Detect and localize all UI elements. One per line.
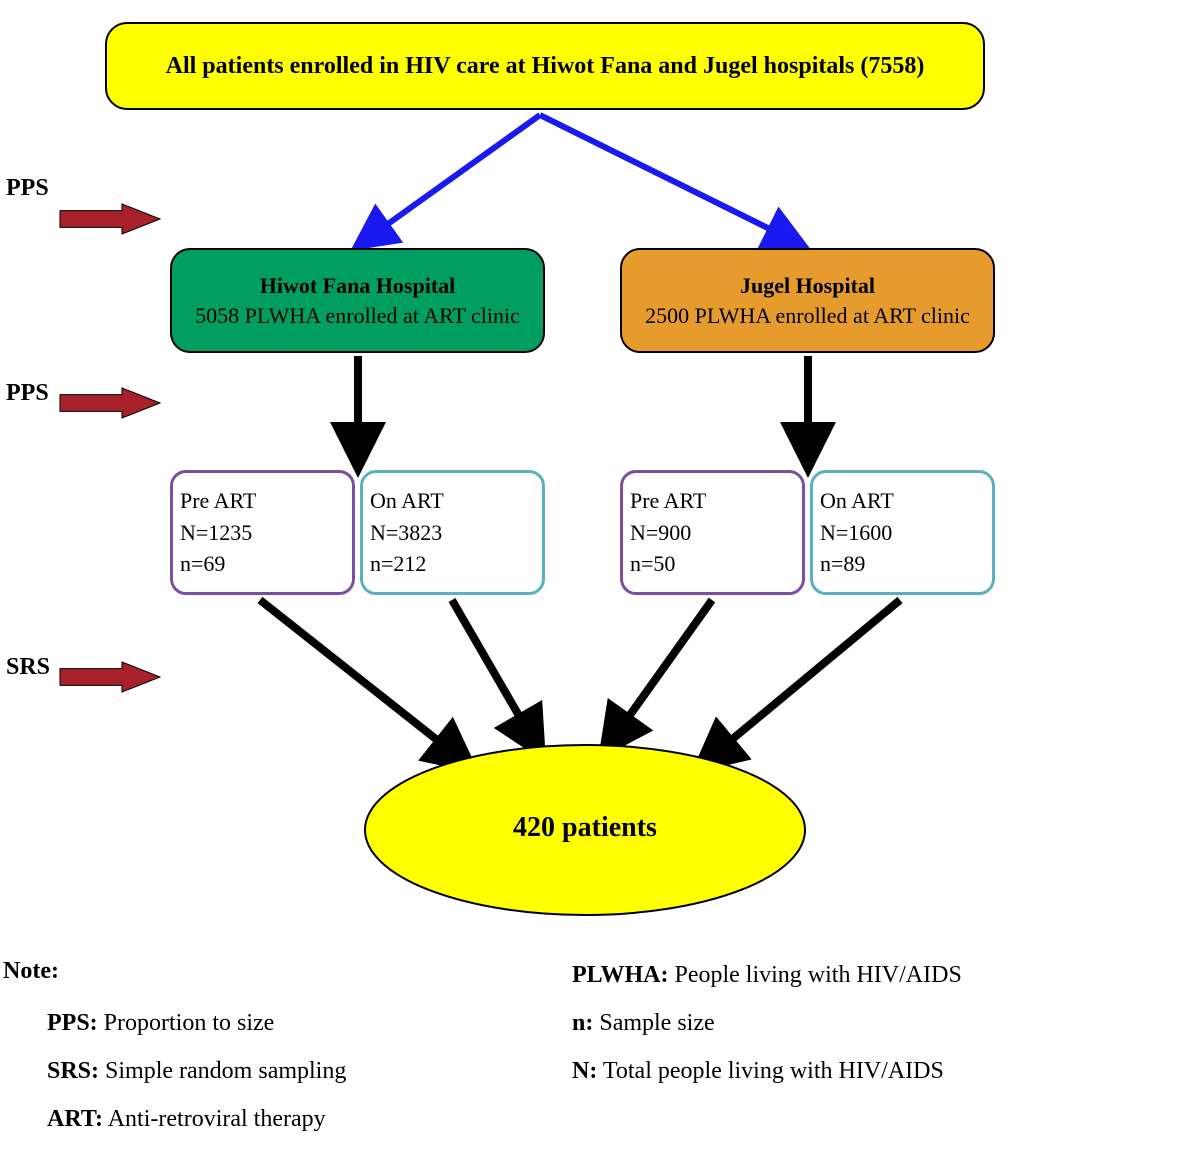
jugel-on-art-box: On ART N=1600 n=89 bbox=[810, 470, 995, 595]
hiwot-pre-l2: N=1235 bbox=[180, 517, 359, 549]
jugel-pre-l2: N=900 bbox=[630, 517, 809, 549]
note-line: ART: Anti-retroviral therapy bbox=[47, 1106, 326, 1133]
jugel-pre-art-box: Pre ART N=900 n=50 bbox=[620, 470, 805, 595]
note-line: PLWHA: People living with HIV/AIDS bbox=[572, 962, 962, 989]
srs-label: SRS bbox=[6, 654, 50, 681]
top-title: All patients enrolled in HIV care at Hiw… bbox=[166, 53, 925, 80]
jugel-pre-l1: Pre ART bbox=[630, 485, 809, 517]
pps-label-1: PPS bbox=[6, 175, 49, 202]
hiwot-pre-art-box: Pre ART N=1235 n=69 bbox=[170, 470, 355, 595]
hiwot-pre-l1: Pre ART bbox=[180, 485, 359, 517]
hiwot-pre-l3: n=69 bbox=[180, 548, 359, 580]
pps-label-2: PPS bbox=[6, 380, 49, 407]
note-line: PPS: Proportion to size bbox=[47, 1010, 274, 1037]
hiwot-on-l2: N=3823 bbox=[370, 517, 549, 549]
note-line: SRS: Simple random sampling bbox=[47, 1058, 346, 1085]
hiwot-fana-box: Hiwot Fana Hospital 5058 PLWHA enrolled … bbox=[170, 248, 545, 353]
hiwot-on-l1: On ART bbox=[370, 485, 549, 517]
jugel-on-l2: N=1600 bbox=[820, 517, 999, 549]
jugel-title: Jugel Hospital bbox=[740, 271, 875, 301]
jugel-on-l3: n=89 bbox=[820, 548, 999, 580]
hiwot-on-art-box: On ART N=3823 n=212 bbox=[360, 470, 545, 595]
note-line: N: Total people living with HIV/AIDS bbox=[572, 1058, 944, 1085]
final-sample-label: 420 patients bbox=[465, 812, 705, 844]
hiwot-on-l3: n=212 bbox=[370, 548, 549, 580]
jugel-on-l1: On ART bbox=[820, 485, 999, 517]
jugel-sub: 2500 PLWHA enrolled at ART clinic bbox=[645, 301, 970, 331]
top-population-box: All patients enrolled in HIV care at Hiw… bbox=[105, 22, 985, 110]
hiwot-title: Hiwot Fana Hospital bbox=[260, 271, 456, 301]
hiwot-sub: 5058 PLWHA enrolled at ART clinic bbox=[195, 301, 520, 331]
jugel-box: Jugel Hospital 2500 PLWHA enrolled at AR… bbox=[620, 248, 995, 353]
jugel-pre-l3: n=50 bbox=[630, 548, 809, 580]
note-heading: Note: bbox=[3, 958, 59, 985]
note-line: n: Sample size bbox=[572, 1010, 715, 1037]
